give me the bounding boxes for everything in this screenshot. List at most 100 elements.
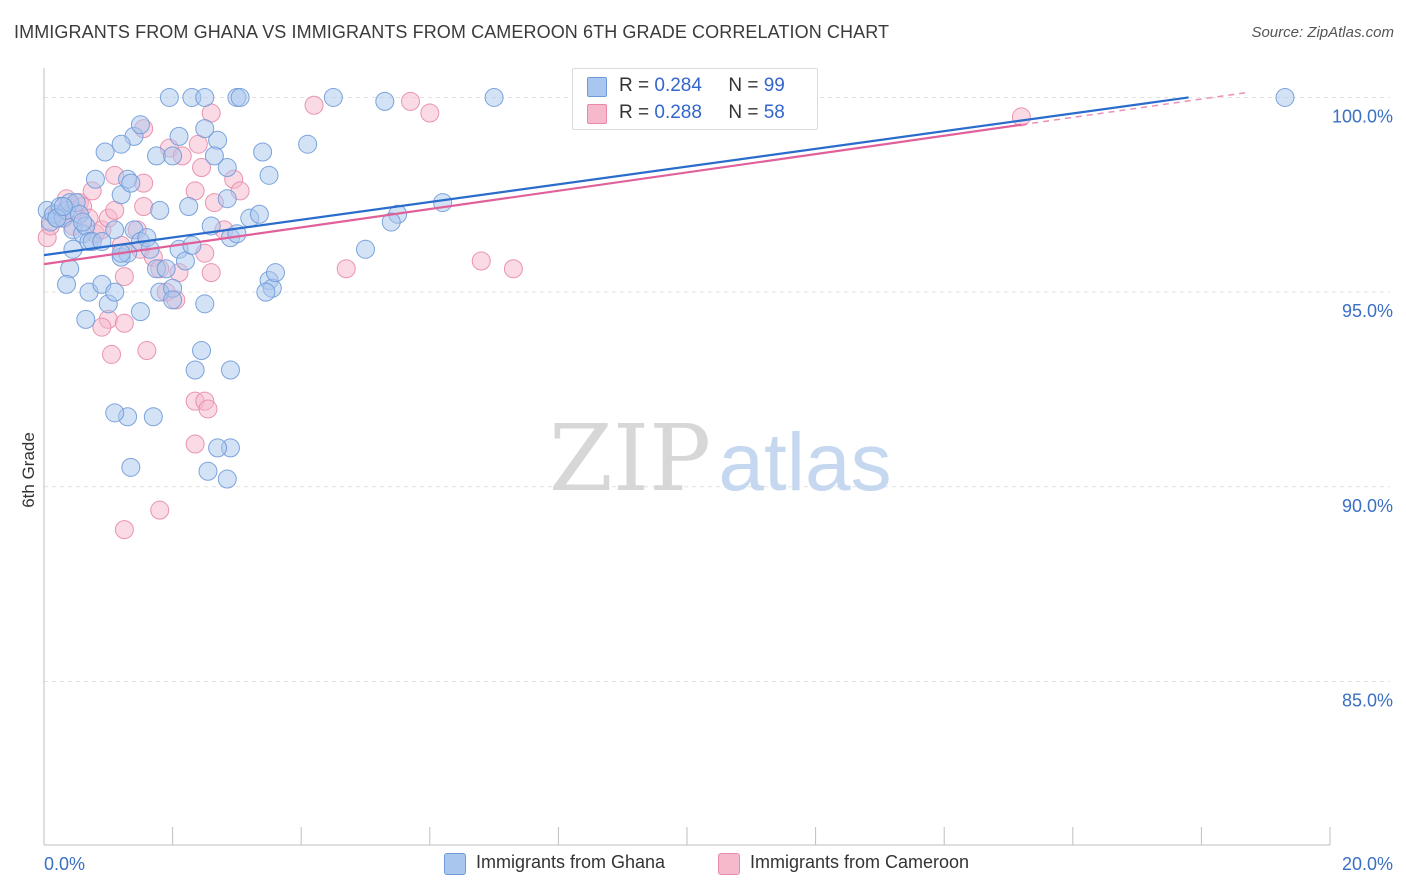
- ghana-point: [217, 469, 237, 489]
- legend-r-value-cameroon: 0.288: [654, 102, 702, 123]
- source-label: Source: ZipAtlas.com: [1251, 24, 1394, 41]
- ghana-point: [217, 189, 237, 209]
- y-tick-label: 85.0%: [1342, 690, 1393, 710]
- ghana-point: [163, 146, 183, 166]
- ghana-point: [265, 263, 285, 283]
- cameroon-point: [198, 399, 218, 419]
- ghana-point: [147, 146, 167, 166]
- ghana-point: [105, 282, 125, 302]
- ghana-point: [185, 360, 205, 380]
- x-tick-label: 20.0%: [1342, 854, 1393, 874]
- ghana-point: [256, 282, 276, 302]
- ghana-point: [76, 309, 96, 329]
- ghana-point: [57, 274, 77, 294]
- ghana-point: [159, 87, 179, 107]
- cameroon-point: [137, 341, 157, 361]
- legend-n-value-ghana: 99: [763, 75, 785, 96]
- ghana-point: [179, 196, 199, 216]
- legend-n-label: N =: [728, 75, 759, 96]
- ghana-point: [208, 438, 228, 458]
- ghana-point: [60, 259, 80, 279]
- ghana-point: [230, 87, 250, 107]
- ghana-point: [204, 146, 224, 166]
- trendlines: [43, 91, 1247, 266]
- chart-title: IMMIGRANTS FROM GHANA VS IMMIGRANTS FROM…: [14, 22, 890, 42]
- cameroon-point: [134, 196, 154, 216]
- ghana-point: [130, 115, 150, 135]
- legend: R = 0.284 N = 99 R = 0.288 N = 58: [572, 68, 818, 130]
- ghana-point: [220, 360, 240, 380]
- ghana-point: [53, 196, 73, 216]
- ghana-point: [73, 212, 93, 232]
- cameroon-trendline-extension: [1021, 91, 1247, 126]
- ghana-point: [195, 294, 215, 314]
- legend-n-label: N =: [728, 102, 759, 123]
- ghana-point: [381, 212, 401, 232]
- ghana-point: [105, 403, 125, 423]
- ghana-point: [121, 173, 141, 193]
- cameroon-point: [401, 91, 421, 111]
- legend-r-label: R =: [619, 75, 650, 96]
- y-tick-label: 90.0%: [1342, 496, 1393, 516]
- legend-n-value-cameroon: 58: [763, 102, 785, 123]
- ghana-point: [192, 341, 212, 361]
- cameroon-point: [114, 267, 134, 287]
- watermark-atlas: atlas: [718, 417, 891, 508]
- cameroon-point: [420, 103, 440, 123]
- cameroon-point: [1011, 107, 1031, 127]
- y-tick-label: 95.0%: [1342, 301, 1393, 321]
- cameroon-point: [92, 317, 112, 337]
- watermark-zip: ZIP: [549, 405, 711, 512]
- cameroon-point: [114, 520, 134, 540]
- ghana-point: [182, 235, 202, 255]
- cameroon-point: [114, 313, 134, 333]
- y-axis-label: 6th Grade: [19, 432, 38, 508]
- tick-labels: 100.0% 95.0% 90.0% 85.0% 0.0% 20.0%: [44, 106, 1393, 874]
- ghana-point: [111, 134, 131, 154]
- ghana-point: [253, 142, 273, 162]
- cameroon-point: [336, 259, 356, 279]
- ghana-point: [85, 169, 105, 189]
- cameroon-point: [192, 158, 212, 178]
- ghana-point: [356, 239, 375, 259]
- ghana-point: [195, 119, 215, 139]
- cameroon-point: [102, 344, 122, 364]
- ghana-trendline: [43, 96, 1189, 257]
- ghana-point: [195, 87, 215, 107]
- axes: [43, 68, 1331, 846]
- legend-r-value-ghana: 0.284: [654, 75, 702, 96]
- bottom-legend-label-cameroon: Immigrants from Cameroon: [750, 852, 970, 872]
- ghana-point: [169, 126, 189, 146]
- ghana-point: [121, 457, 141, 477]
- ghana-point: [163, 290, 183, 310]
- ghana-point: [323, 87, 343, 107]
- cameroon-trendline: [43, 123, 1022, 266]
- ghana-point: [249, 204, 269, 224]
- cameroon-point: [503, 259, 523, 279]
- legend-r-label: R =: [619, 102, 650, 123]
- cameroon-point: [304, 95, 324, 115]
- cameroon-point: [150, 500, 170, 520]
- ghana-point: [150, 200, 170, 220]
- ghana-point: [259, 165, 279, 185]
- ghana-point: [1275, 87, 1295, 107]
- cameroon-point: [471, 251, 491, 271]
- ghana-point: [198, 461, 218, 481]
- ghana-point: [143, 407, 163, 427]
- legend-swatch-cameroon: [587, 104, 607, 124]
- bottom-legend-swatch-ghana: [444, 853, 466, 875]
- y-tick-label: 100.0%: [1332, 106, 1393, 126]
- legend-swatch-ghana: [587, 77, 607, 97]
- ghana-point: [105, 220, 125, 240]
- ghana-point: [156, 259, 176, 279]
- bottom-legend-swatch-cameroon: [718, 853, 740, 875]
- ghana-point: [484, 87, 504, 107]
- ghana-point: [375, 91, 395, 111]
- cameroon-point: [201, 263, 221, 283]
- ghana-point: [217, 158, 237, 178]
- ghana-point: [298, 134, 318, 154]
- ghana-point: [130, 302, 150, 322]
- x-tick-label: 0.0%: [44, 854, 85, 874]
- cameroon-point: [185, 434, 205, 454]
